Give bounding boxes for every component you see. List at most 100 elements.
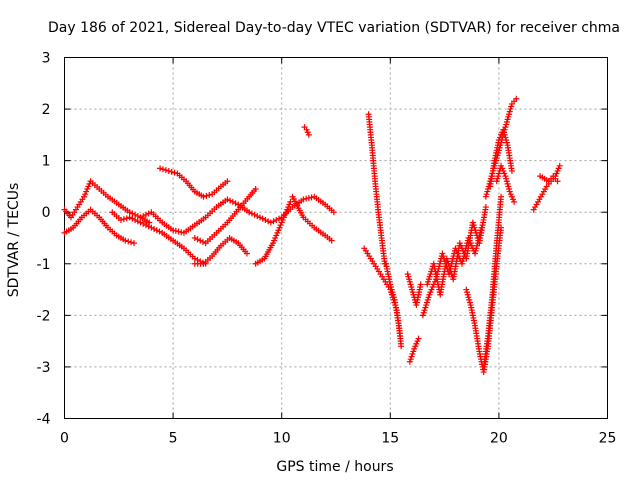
y-tick-label: 3 — [42, 51, 51, 67]
y-tick-label: -2 — [37, 308, 51, 324]
data-point — [132, 216, 139, 223]
data-point — [117, 216, 124, 223]
data-point — [140, 213, 147, 220]
data-point — [170, 227, 177, 234]
y-axis-label: SDTVAR / TECUs — [6, 183, 22, 298]
data-point — [129, 215, 136, 222]
data-point — [123, 215, 130, 222]
series-sat-track-10 — [289, 193, 335, 244]
series-sat-track-1 — [61, 178, 153, 226]
data-point — [159, 166, 166, 173]
series-sat-track-24 — [530, 162, 563, 213]
data-point — [131, 240, 138, 247]
plot-frame — [64, 57, 608, 419]
data-point — [172, 227, 179, 234]
data-point — [305, 195, 312, 202]
y-tick-label: -3 — [37, 360, 51, 376]
data-point — [206, 192, 213, 199]
data-point — [171, 169, 178, 176]
axis-ticks — [64, 57, 608, 419]
data-point — [554, 178, 561, 185]
data-point — [262, 216, 269, 223]
grid — [64, 57, 608, 419]
series-sat-track-8 — [246, 193, 337, 226]
data-point — [134, 218, 141, 225]
data-point — [498, 193, 505, 200]
data-point — [259, 215, 266, 222]
series-sat-track-13 — [361, 245, 404, 339]
x-tick-label: 10 — [273, 431, 291, 447]
x-axis-tick-labels: 0 5 10 15 20 25 — [60, 431, 616, 447]
data-point — [134, 213, 141, 220]
data-point — [125, 238, 132, 245]
data-point — [308, 194, 315, 201]
series-sat-track-12 — [365, 111, 388, 267]
series-sat-track-15 — [406, 335, 422, 365]
data-point — [168, 168, 175, 175]
data-point — [165, 167, 172, 174]
data-point — [305, 131, 312, 138]
x-axis-label: GPS time / hours — [276, 459, 393, 475]
data-point — [243, 250, 250, 257]
data-point — [254, 213, 261, 220]
data-point — [151, 225, 158, 232]
series-sat-track-22 — [487, 126, 515, 190]
data-point — [157, 165, 164, 172]
data-point — [303, 195, 310, 202]
data-point — [145, 210, 152, 217]
series-sat-track-7 — [191, 235, 250, 267]
data-point — [132, 211, 139, 218]
data-point — [224, 178, 231, 185]
data-point — [275, 215, 282, 222]
x-tick-label: 20 — [490, 431, 508, 447]
data-point — [513, 95, 520, 102]
data-point — [126, 214, 133, 221]
data-point — [246, 209, 253, 216]
data-point — [232, 200, 239, 207]
data-point — [267, 219, 274, 226]
data-point — [398, 343, 405, 350]
data-point — [556, 162, 563, 169]
series-sat-track-16 — [404, 271, 424, 309]
series-sat-track-9 — [252, 198, 294, 267]
data-point — [191, 255, 198, 262]
y-tick-label: 1 — [42, 154, 51, 170]
data-point — [482, 204, 489, 211]
data-point — [122, 237, 129, 244]
data-point — [224, 196, 231, 203]
data-point — [148, 224, 155, 231]
series-sat-track-11 — [301, 124, 312, 138]
data-point — [265, 218, 272, 225]
data-point — [256, 214, 263, 221]
y-tick-label: 0 — [42, 205, 51, 221]
data-point — [128, 239, 135, 246]
data-point — [120, 216, 127, 223]
series-sat-track-20 — [480, 193, 505, 370]
data-point — [140, 220, 147, 227]
series-sat-track-2 — [61, 206, 138, 247]
data-point — [252, 186, 259, 193]
data-point — [178, 229, 185, 236]
data-point — [508, 167, 515, 174]
data-point — [415, 335, 422, 342]
data-point — [511, 198, 518, 205]
y-axis-tick-labels: -4 -3 -2 -1 0 1 2 3 — [37, 51, 51, 428]
data-point — [251, 211, 258, 218]
x-tick-label: 15 — [381, 431, 399, 447]
data-point — [156, 228, 163, 235]
data-point — [197, 237, 204, 244]
data-points — [61, 95, 563, 376]
data-point — [126, 209, 133, 216]
series-sat-track-19 — [463, 224, 505, 376]
data-point — [191, 235, 198, 241]
data-point — [328, 237, 335, 244]
data-point — [270, 218, 277, 225]
series-sat-track-18 — [424, 204, 489, 298]
data-point — [153, 227, 160, 234]
y-tick-label: -4 — [37, 412, 51, 428]
data-point — [175, 228, 182, 235]
data-point — [194, 236, 201, 243]
series-sat-track-4 — [157, 165, 231, 200]
data-point — [300, 196, 307, 203]
